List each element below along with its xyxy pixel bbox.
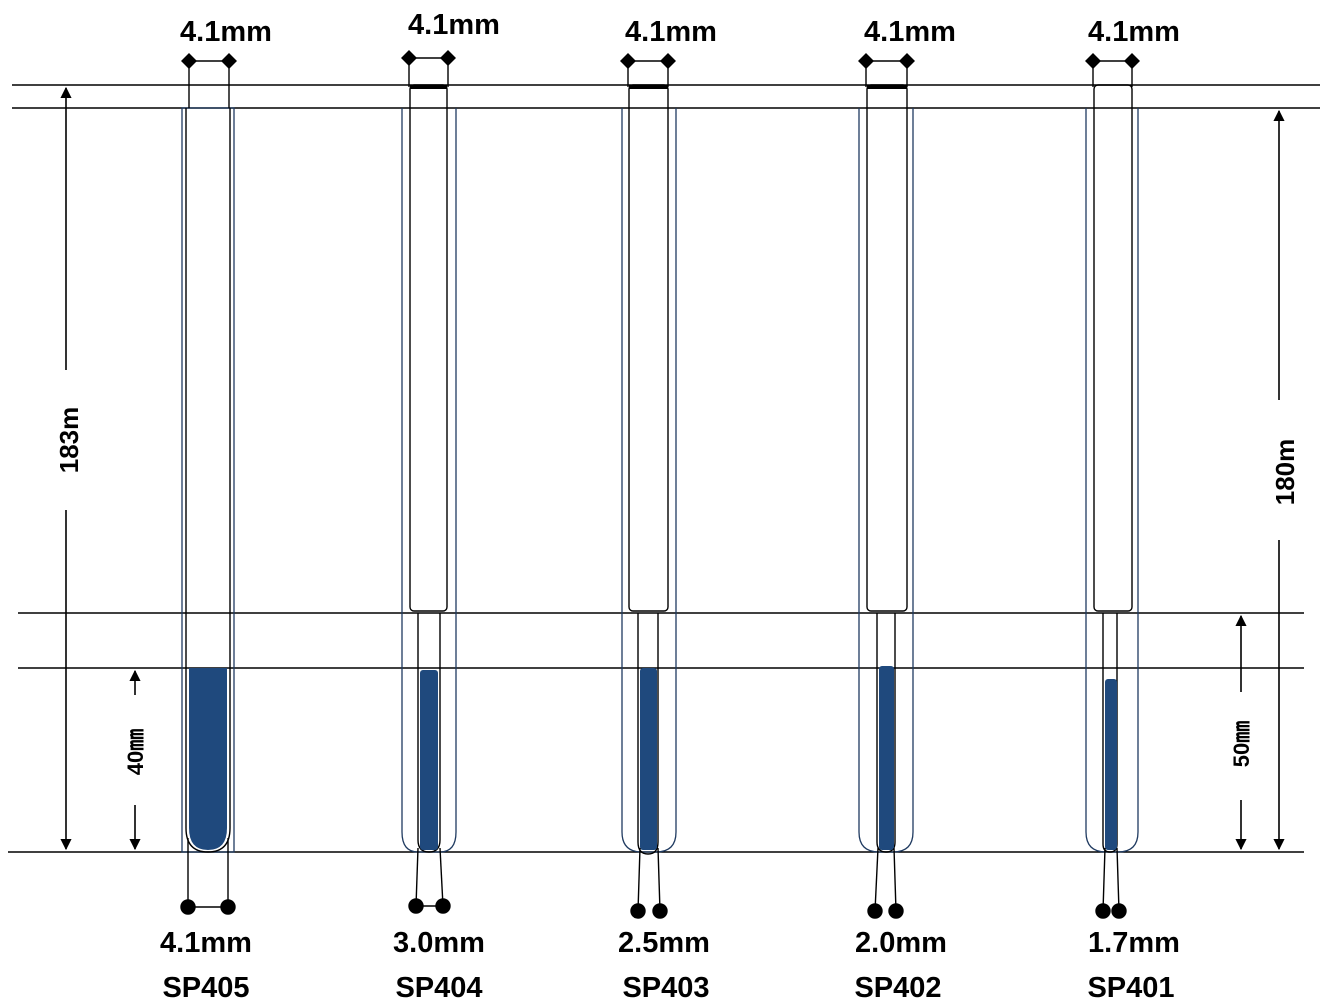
bottom-marker-sp404 (408, 847, 451, 914)
top-label-sp405: 4.1mm (180, 16, 272, 48)
diamond-icon (181, 53, 197, 69)
diamond-icon (1124, 53, 1140, 69)
tube-upper-sp402 (866, 84, 908, 612)
dot-icon (435, 898, 451, 914)
top-label-sp402: 4.1mm (864, 16, 956, 48)
part-number-sp405: SP405 (162, 972, 249, 1003)
part-number-labels: SP405 SP404 SP403 SP402 SP401 (162, 972, 1174, 1003)
dot-icon (630, 903, 646, 919)
right-height-label: 180m (1270, 439, 1300, 506)
diamond-icon (858, 53, 874, 69)
tube-outer-sp403 (621, 108, 677, 853)
dot-icon (220, 899, 236, 915)
top-marker-sp403 (620, 53, 676, 87)
top-label-sp403: 4.1mm (625, 16, 717, 48)
top-diameter-markers (181, 50, 1140, 108)
right-fill-label: 50㎜ (1229, 721, 1254, 767)
top-marker-sp401 (1085, 53, 1140, 87)
tube-upper-sp404 (409, 84, 448, 612)
bottom-diameter-markers (180, 838, 1127, 919)
diamond-icon (401, 50, 417, 66)
tube-upper-sp401 (1093, 84, 1133, 612)
tube-sp405 (181, 107, 235, 853)
left-fill-label: 40㎜ (123, 729, 148, 775)
bottom-marker-sp403 (630, 847, 668, 919)
tube-fill-sp405 (189, 668, 227, 850)
tube-lower-sp403 (637, 613, 659, 855)
top-marker-sp405 (181, 53, 237, 108)
part-number-sp401: SP401 (1087, 972, 1174, 1003)
tube-fill-sp403 (640, 668, 657, 850)
tube-body-sp405 (185, 108, 231, 853)
diamond-icon (1085, 53, 1101, 69)
bottom-marker-sp402 (867, 847, 904, 919)
diamond-icon (620, 53, 636, 69)
left-height-label: 183m (54, 407, 84, 474)
tube-sp401 (1085, 84, 1139, 853)
tube-fill-sp404 (420, 670, 438, 850)
size-label-sp404: 3.0mm (393, 927, 485, 959)
tube-fill-sp402 (879, 666, 894, 850)
dot-icon (180, 899, 196, 915)
size-label-sp405: 4.1mm (160, 927, 252, 959)
tube-sp403 (621, 84, 677, 855)
dot-icon (867, 903, 883, 919)
tube-sp404 (401, 84, 457, 853)
diamond-icon (899, 53, 915, 69)
dot-icon (888, 903, 904, 919)
tube-lower-sp404 (417, 613, 441, 853)
top-label-sp404: 4.1mm (408, 9, 500, 41)
bottom-size-labels: 4.1mm 3.0mm 2.5mm 2.0mm 1.7mm (160, 927, 1180, 959)
bottom-marker-sp405 (180, 838, 236, 915)
size-label-sp401: 1.7mm (1088, 927, 1180, 959)
tube-upper-sp403 (628, 84, 669, 612)
top-marker-sp404 (401, 50, 456, 87)
top-label-sp401: 4.1mm (1088, 16, 1180, 48)
tube-fill-sp401 (1105, 679, 1117, 850)
dot-icon (1111, 903, 1127, 919)
dot-icon (408, 898, 424, 914)
tube-lower-sp402 (876, 613, 896, 853)
size-label-sp403: 2.5mm (618, 927, 710, 959)
top-labels: 4.1mm 4.1mm 4.1mm 4.1mm 4.1mm (180, 9, 1180, 48)
dot-icon (1095, 903, 1111, 919)
part-number-sp403: SP403 (622, 972, 709, 1003)
part-number-sp402: SP402 (854, 972, 941, 1003)
part-number-sp404: SP404 (395, 972, 482, 1003)
size-label-sp402: 2.0mm (855, 927, 947, 959)
top-marker-sp402 (858, 53, 915, 87)
dot-icon (652, 903, 668, 919)
diamond-icon (440, 50, 456, 66)
bottom-marker-sp401 (1095, 847, 1127, 919)
tube-sp402 (858, 84, 914, 853)
diamond-icon (660, 53, 676, 69)
diamond-icon (221, 53, 237, 69)
dimension-arrows (60, 86, 1285, 851)
